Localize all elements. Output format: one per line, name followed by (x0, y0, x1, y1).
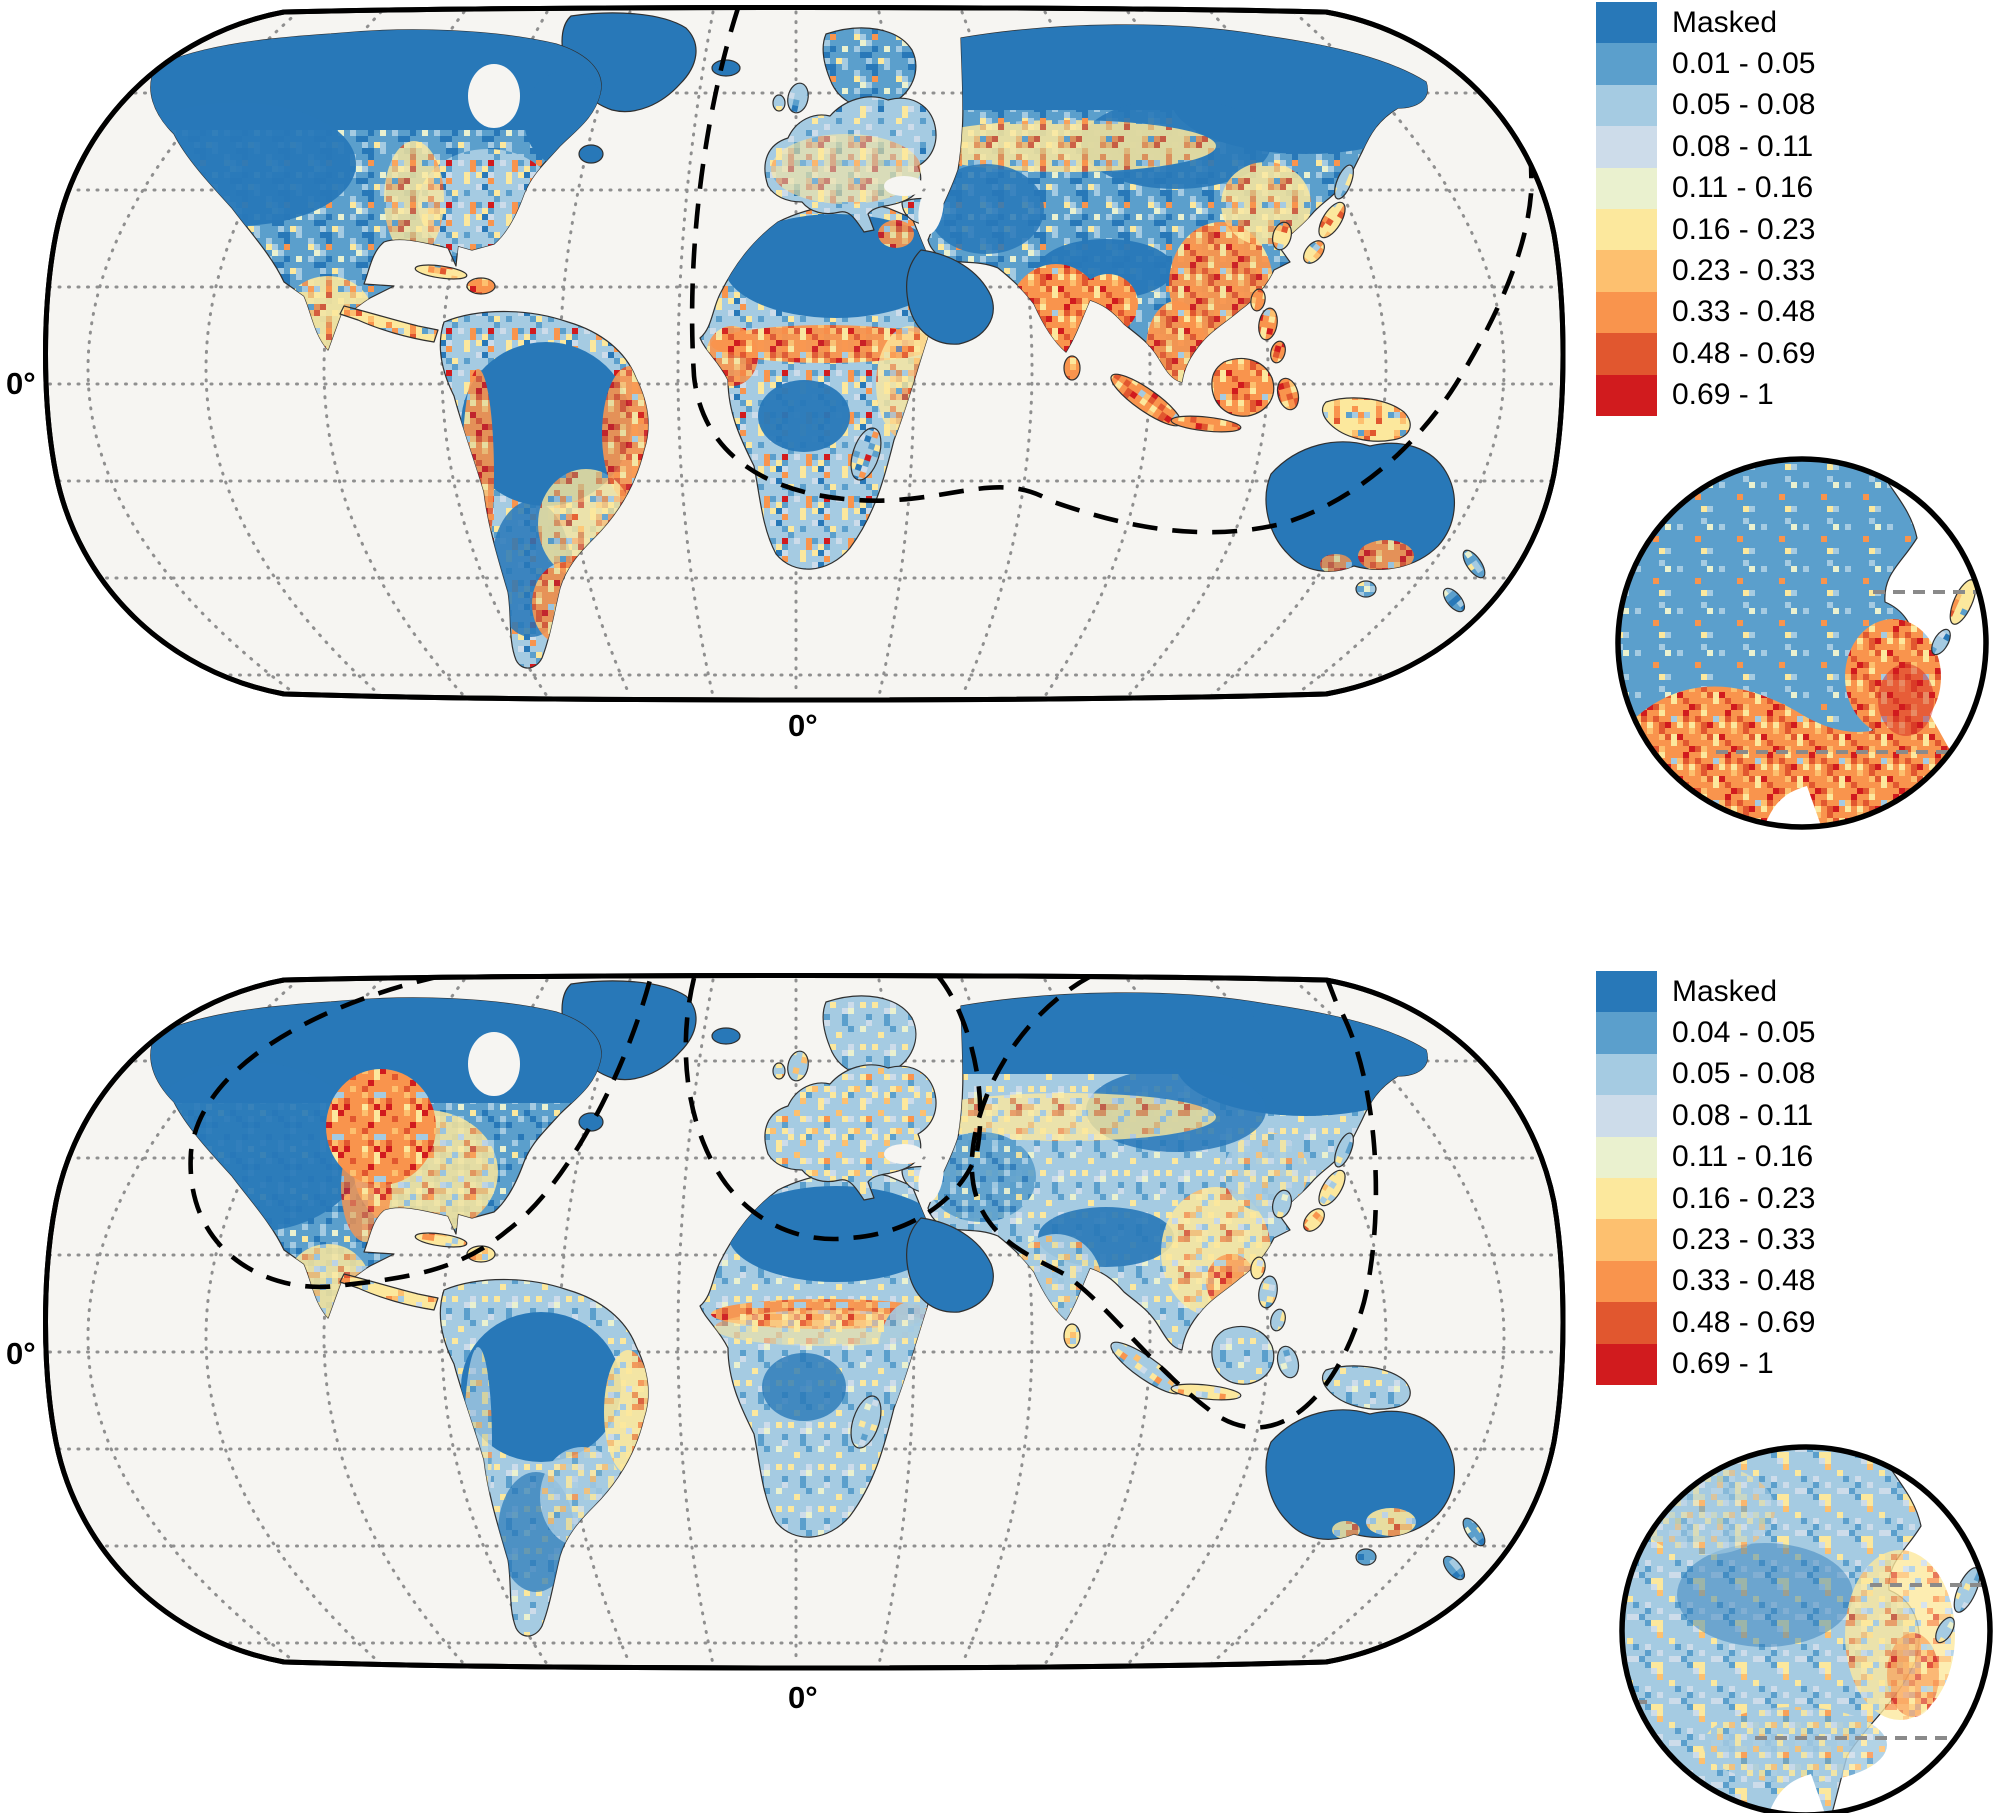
legend-row: 0.11 - 0.16 (1596, 167, 1986, 209)
oceania (1104, 306, 1490, 616)
legend-swatch (1596, 1260, 1657, 1303)
legend-row: Masked (1596, 2, 1986, 44)
legend-label: 0.04 - 0.05 (1672, 1016, 1816, 1050)
legend-label: 0.05 - 0.08 (1672, 88, 1816, 122)
legend-bottom: Masked 0.04 - 0.05 0.05 - 0.08 0.08 - 0.… (1596, 971, 1986, 1385)
region-boundaries (689, 7, 1534, 535)
europe (764, 27, 946, 233)
legend-swatch (1596, 250, 1657, 292)
legend-label: 0.69 - 1 (1672, 1347, 1774, 1381)
axis-label-meridian-top: 0° (788, 708, 818, 743)
legend-swatch (1596, 208, 1657, 251)
graticule (45, 978, 1558, 1666)
europe (764, 995, 946, 1201)
legend-swatch (1596, 1095, 1657, 1137)
legend-row: 0.16 - 0.23 (1596, 208, 1986, 251)
region-boundaries (188, 975, 1379, 1430)
north-america (150, 997, 604, 1319)
world-map-top (26, 4, 1570, 704)
oceania (1104, 1274, 1490, 1584)
legend-row: 0.05 - 0.08 (1596, 1053, 1986, 1096)
legend-label: 0.11 - 0.16 (1672, 171, 1814, 205)
legend-label: 0.08 - 0.11 (1672, 1098, 1814, 1132)
legend-swatch (1596, 1302, 1657, 1344)
legend-swatch (1596, 971, 1657, 1013)
asia-inset-top (1615, 456, 1989, 830)
legend-row: 0.04 - 0.05 (1596, 1012, 1986, 1054)
legend-swatch (1596, 1136, 1657, 1178)
legend-swatch (1596, 1012, 1657, 1054)
legend-label: 0.48 - 0.69 (1672, 336, 1816, 370)
legend-swatch (1596, 374, 1657, 416)
legend-row: 0.08 - 0.11 (1596, 126, 1986, 168)
legend-row: 0.48 - 0.69 (1596, 333, 1986, 375)
legend-label: Masked (1672, 974, 1778, 1008)
legend-swatch (1596, 1219, 1657, 1261)
legend-label: 0.01 - 0.05 (1672, 47, 1816, 81)
legend-label: 0.23 - 0.33 (1672, 254, 1816, 288)
legend-swatch (1596, 43, 1657, 85)
axis-label-meridian-bottom: 0° (788, 1680, 818, 1715)
legend-row: 0.33 - 0.48 (1596, 1260, 1986, 1303)
legend-swatch (1596, 1177, 1657, 1220)
legend-label: 0.16 - 0.23 (1672, 1181, 1816, 1215)
legend-label: 0.48 - 0.69 (1672, 1305, 1816, 1339)
legend-swatch (1596, 291, 1657, 334)
legend-row: 0.23 - 0.33 (1596, 1219, 1986, 1261)
legend-row: 0.11 - 0.16 (1596, 1136, 1986, 1178)
legend-row: 0.69 - 1 (1596, 1343, 1986, 1385)
legend-label: 0.11 - 0.16 (1672, 1140, 1814, 1174)
legend-label: 0.33 - 0.48 (1672, 295, 1816, 329)
legend-swatch (1596, 167, 1657, 209)
axis-label-equator-bottom: 0° (6, 1336, 36, 1371)
legend-row: 0.48 - 0.69 (1596, 1302, 1986, 1344)
legend-row: 0.69 - 1 (1596, 374, 1986, 416)
legend-swatch (1596, 84, 1657, 127)
legend-swatch (1596, 1343, 1657, 1385)
legend-row: Masked (1596, 971, 1986, 1013)
axis-label-equator-top: 0° (6, 366, 36, 401)
legend-label: 0.69 - 1 (1672, 378, 1774, 412)
legend-label: 0.33 - 0.48 (1672, 1264, 1816, 1298)
legend-label: Masked (1672, 5, 1778, 39)
legend-swatch (1596, 126, 1657, 168)
legend-row: 0.16 - 0.23 (1596, 1177, 1986, 1220)
africa (699, 1171, 963, 1538)
legend-swatch (1596, 333, 1657, 375)
legend-swatch (1596, 1053, 1657, 1096)
asia-inset-bottom (1619, 1444, 1993, 1813)
legend-row: 0.05 - 0.08 (1596, 84, 1986, 127)
legend-label: 0.23 - 0.33 (1672, 1223, 1816, 1257)
legend-row: 0.23 - 0.33 (1596, 250, 1986, 292)
legend-top: Masked 0.01 - 0.05 0.05 - 0.08 0.08 - 0.… (1596, 2, 1986, 416)
legend-label: 0.16 - 0.23 (1672, 212, 1816, 246)
legend-swatch (1596, 2, 1657, 44)
legend-row: 0.33 - 0.48 (1596, 291, 1986, 334)
legend-row: 0.08 - 0.11 (1596, 1095, 1986, 1137)
world-map-bottom (26, 972, 1570, 1672)
legend-row: 0.01 - 0.05 (1596, 43, 1986, 85)
legend-label: 0.08 - 0.11 (1672, 129, 1814, 163)
continents (150, 980, 1490, 1637)
legend-label: 0.05 - 0.08 (1672, 1057, 1816, 1091)
